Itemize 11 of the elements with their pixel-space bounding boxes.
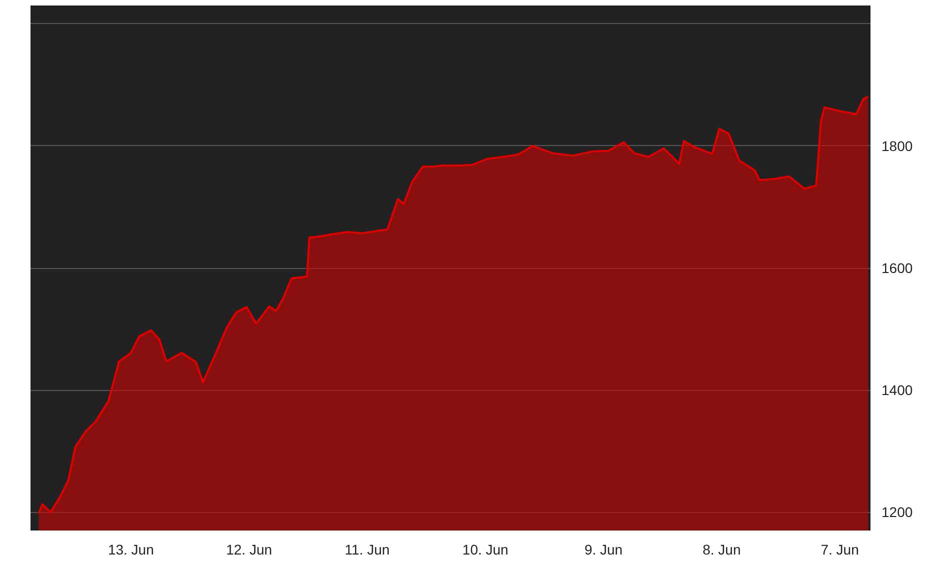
x-tick-label: 8. Jun — [702, 542, 741, 558]
x-tick-label: 7. Jun — [820, 542, 859, 558]
x-tick-label: 12. Jun — [226, 542, 272, 558]
x-tick-label: 11. Jun — [344, 542, 390, 558]
x-tick-label: 13. Jun — [108, 542, 154, 558]
y-tick-label: 1600 — [882, 260, 913, 276]
y-tick-label: 1200 — [882, 504, 913, 520]
x-tick-label: 9. Jun — [584, 542, 623, 558]
y-tick-label: 1400 — [882, 382, 913, 398]
y-tick-label: 1800 — [882, 138, 913, 154]
x-tick-label: 10. Jun — [462, 542, 508, 558]
